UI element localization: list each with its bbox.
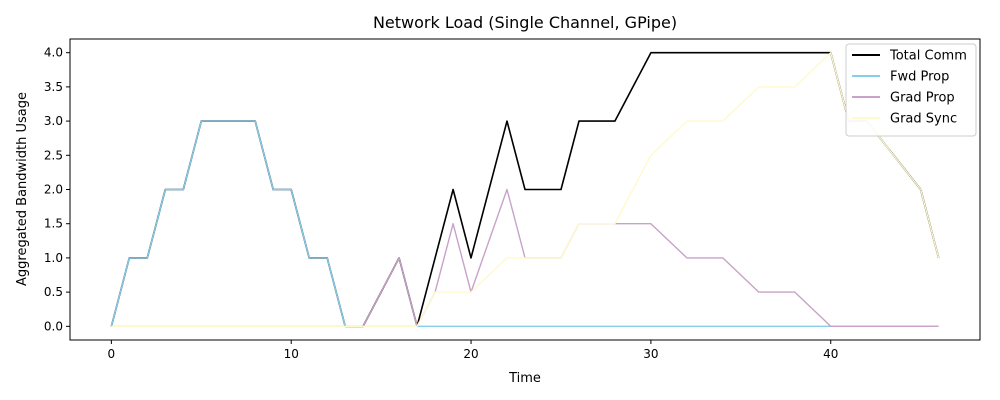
y-tick-label: 0.0 [44,319,63,333]
chart-title: Network Load (Single Channel, GPipe) [373,13,677,32]
x-tick-label: 30 [643,347,658,361]
y-tick-label: 4.0 [44,46,63,60]
legend-entry-label: Grad Sync [890,112,957,127]
y-tick-label: 1.5 [44,217,63,231]
legend-entry-label: Grad Prop [890,91,955,106]
series-line-fwd-prop [110,120,939,327]
legend: Total Comm Fwd Prop Grad Prop Grad Sync [845,43,977,137]
y-tick-label: 1.0 [44,251,63,265]
y-tick-label: 2.5 [44,148,63,162]
x-tick-label: 40 [823,347,838,361]
y-tick-label: 3.0 [44,114,63,128]
y-axis-label: Aggregated Bandwidth Usage [15,92,30,286]
y-tick-label: 2.0 [44,183,63,197]
legend-entry-label: Total Comm [889,49,967,64]
legend-entry-label: Fwd Prop [890,70,949,85]
series-layer [110,51,940,328]
legend-box [845,43,977,137]
x-tick-label: 0 [108,347,116,361]
x-tick-label: 10 [284,347,299,361]
ticks-layer: 0 10 20 30 40 0.0 0.5 1.0 1.5 2.0 2.5 3.0 3.5 4.0 [44,46,838,361]
x-tick-label: 20 [463,347,478,361]
y-tick-label: 3.5 [44,80,63,94]
y-tick-label: 0.5 [44,285,63,299]
x-axis-label: Time [508,371,541,386]
